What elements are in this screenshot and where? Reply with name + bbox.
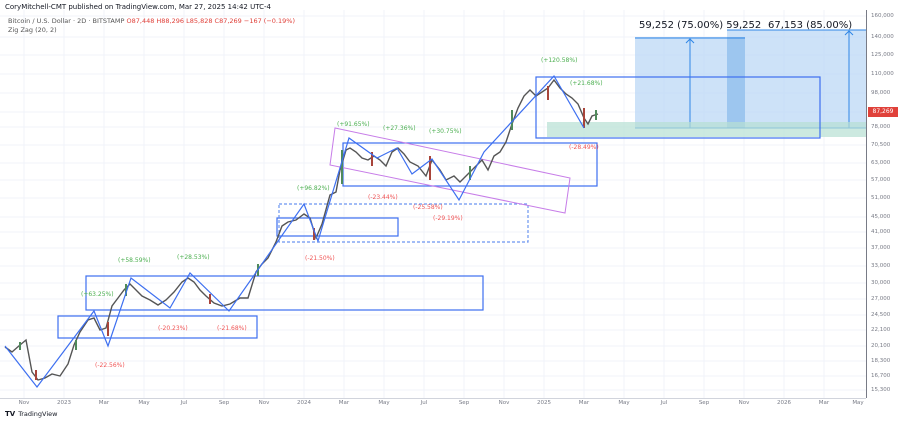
price-tick: 57,000	[871, 177, 891, 183]
svg-text:(+27.36%): (+27.36%)	[383, 125, 416, 132]
time-tick: Sep	[458, 400, 470, 406]
svg-text:(+58.59%): (+58.59%)	[118, 257, 151, 264]
svg-text:(+96.82%): (+96.82%)	[297, 185, 330, 192]
time-axis[interactable]: Nov 2023 Mar May Jul Sep Nov 2024 Mar Ma…	[0, 398, 866, 411]
descending-channel	[329, 127, 571, 214]
price-tick: 41,000	[871, 229, 891, 235]
price-tick: 18,300	[871, 358, 891, 364]
svg-text:(-28.49%): (-28.49%)	[569, 144, 599, 151]
price-tick: 33,000	[871, 263, 891, 269]
indicator-label[interactable]: Zig Zag (20, 2)	[8, 26, 57, 34]
support-zone	[547, 122, 866, 137]
time-tick: Nov	[258, 400, 270, 406]
time-tick: 2023	[57, 400, 71, 406]
time-tick: 2026	[777, 400, 791, 406]
time-tick: Nov	[18, 400, 30, 406]
price-tick: 24,500	[871, 312, 891, 318]
time-tick: Nov	[498, 400, 510, 406]
price-tick: 78,000	[871, 124, 891, 130]
price-axis[interactable]: 160,000 140,000 125,000 110,000 98,000 8…	[866, 10, 900, 398]
zigzag-line	[4, 74, 585, 388]
svg-text:(+63.25%): (+63.25%)	[81, 291, 114, 298]
svg-text:(+30.75%): (+30.75%)	[429, 128, 462, 135]
price-tick: 22,100	[871, 327, 891, 333]
time-tick: Mar	[818, 400, 830, 406]
time-tick: Jul	[660, 400, 668, 406]
time-tick: Sep	[218, 400, 230, 406]
price-tick: 15,300	[871, 387, 891, 393]
price-tick: 98,000	[871, 90, 891, 96]
time-tick: Mar	[578, 400, 590, 406]
price-tick: 45,000	[871, 214, 891, 220]
time-tick: Mar	[338, 400, 350, 406]
chart-canvas[interactable]: (-22.56%) (+63.25%) (+58.59%) (-20.23%) …	[0, 10, 866, 398]
svg-text:(-29.19%): (-29.19%)	[433, 215, 463, 222]
time-tick: May	[378, 400, 390, 406]
svg-text:(-20.23%): (-20.23%)	[158, 325, 188, 332]
time-tick: May	[618, 400, 630, 406]
svg-text:(+21.68%): (+21.68%)	[570, 80, 603, 87]
svg-text:(-21.50%): (-21.50%)	[305, 255, 335, 262]
price-tick: 125,000	[871, 52, 894, 58]
ohlc-values: O87,448 H88,296 L85,828 C87,269 −167 (−0…	[126, 17, 295, 25]
price-tick: 16,700	[871, 373, 891, 379]
price-tick: 51,000	[871, 195, 891, 201]
current-price-tag: 87,269	[868, 107, 898, 117]
svg-text:(+120.58%): (+120.58%)	[541, 57, 577, 64]
tradingview-logo-icon: TV	[5, 410, 16, 418]
target1-label: 59,252 (75.00%) 59,252	[639, 20, 761, 31]
time-tick: Jul	[420, 400, 428, 406]
price-tick: 20,100	[871, 343, 891, 349]
price-tick: 63,000	[871, 160, 891, 166]
price-tick: 140,000	[871, 34, 894, 40]
svg-text:(-23.44%): (-23.44%)	[368, 194, 398, 201]
chart-legend: Bitcoin / U.S. Dollar · 2D · BITSTAMP O8…	[8, 17, 295, 35]
price-tick: 110,000	[871, 71, 894, 77]
brand-name: TradingView	[18, 410, 58, 418]
svg-text:(+91.65%): (+91.65%)	[337, 121, 370, 128]
publisher-line: CoryMitchell-CMT published on TradingVie…	[5, 3, 271, 11]
time-tick: Nov	[738, 400, 750, 406]
swing-labels: (-22.56%) (+63.25%) (+58.59%) (-20.23%) …	[81, 57, 603, 369]
price-tick: 70,500	[871, 142, 891, 148]
target2-label: 67,153 (85.00%)	[768, 20, 852, 31]
price-tick: 37,000	[871, 245, 891, 251]
svg-text:(+28.53%): (+28.53%)	[177, 254, 210, 261]
svg-text:(-22.56%): (-22.56%)	[95, 362, 125, 369]
target-projections	[635, 29, 866, 129]
time-tick: 2024	[297, 400, 311, 406]
time-tick: Mar	[98, 400, 110, 406]
time-tick: May	[138, 400, 150, 406]
chart-plot: (-22.56%) (+63.25%) (+58.59%) (-20.23%) …	[0, 10, 866, 398]
svg-text:(-25.58%): (-25.58%)	[413, 204, 443, 211]
price-tick: 30,000	[871, 280, 891, 286]
symbol-title[interactable]: Bitcoin / U.S. Dollar · 2D · BITSTAMP	[8, 17, 125, 25]
svg-text:(-21.68%): (-21.68%)	[217, 325, 247, 332]
time-tick: Jul	[180, 400, 188, 406]
price-tick: 27,000	[871, 296, 891, 302]
price-tick: 160,000	[871, 13, 894, 19]
time-tick: Sep	[698, 400, 710, 406]
time-tick: May	[852, 400, 864, 406]
time-tick: 2025	[537, 400, 551, 406]
tradingview-brand[interactable]: TV TradingView	[5, 410, 57, 418]
